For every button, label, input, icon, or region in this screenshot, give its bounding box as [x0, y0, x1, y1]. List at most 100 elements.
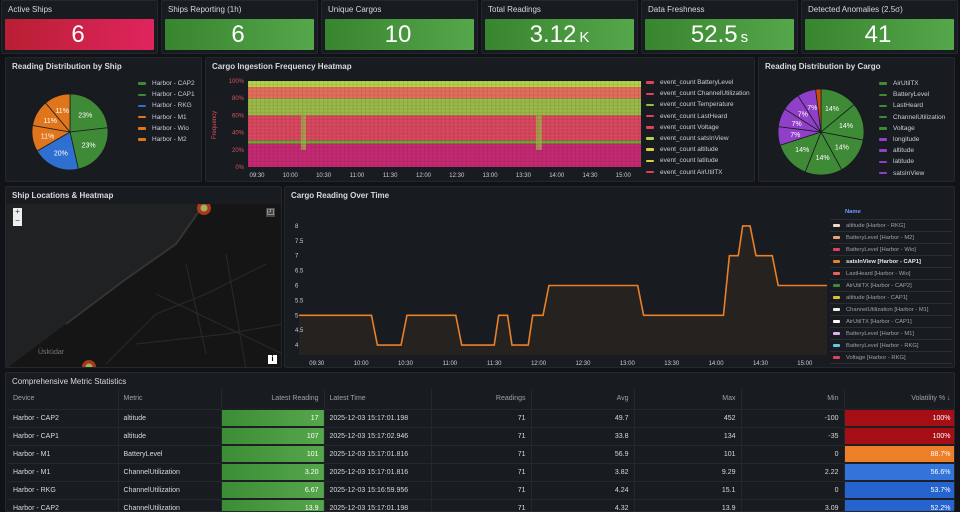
table-row[interactable]: Harbor - M1 BatteryLevel 101 2025-12-03 15:…	[8, 444, 954, 463]
legend-item[interactable]: Harbor - CAP1	[138, 89, 195, 100]
table-cell: 100%	[844, 408, 954, 427]
legend-header-name[interactable]: Name	[845, 209, 861, 215]
info-icon[interactable]: i	[268, 355, 277, 364]
cargo-pie-panel: Reading Distribution by Cargo 14% 14% 14% 1…	[758, 57, 955, 182]
legend-item[interactable]: ChannelUtilization	[879, 112, 945, 123]
table-row[interactable]: Harbor - CAP2 altitude 17 2025-12-03 15:17:…	[8, 408, 954, 427]
legend-item[interactable]: event_count Temperature	[646, 99, 750, 110]
pie-slice-label: 14%	[795, 147, 809, 154]
table-row[interactable]: Harbor - RKG ChannelUtilization 6.67 2025-1…	[8, 480, 954, 499]
legend-item[interactable]: event_count LastHeard	[646, 111, 750, 122]
x-tick-label: 14:30	[582, 173, 598, 179]
legend-item[interactable]: event_count ChannelUtilization	[646, 88, 750, 99]
legend-label: altitude	[893, 147, 914, 155]
column-header[interactable]: Device	[8, 389, 119, 409]
legend-item[interactable]: altitude [Harbor - RKG]	[830, 219, 952, 231]
table-cell: ChannelUtilization	[118, 498, 222, 511]
legend-item[interactable]: ChannelUtilization [Harbor - M1]	[830, 303, 952, 315]
legend-item[interactable]: AirUtilTX [Harbor - CAP2]	[830, 279, 952, 291]
table-cell: 101	[221, 444, 325, 463]
legend-swatch	[646, 137, 654, 140]
zoom-out-button[interactable]: −	[13, 217, 22, 226]
legend-item[interactable]: BatteryLevel [Harbor - Wio]	[830, 243, 952, 255]
legend-item[interactable]: latitude	[879, 156, 945, 167]
column-header[interactable]: Metric	[118, 389, 222, 409]
column-header[interactable]: Latest Reading	[221, 389, 325, 409]
legend-item[interactable]: LastHeard [Harbor - Wio]	[830, 267, 952, 279]
stat-title: Unique Cargos	[328, 5, 382, 14]
column-header[interactable]: Readings	[431, 389, 532, 409]
legend-item[interactable]: Harbor - RKG	[138, 100, 195, 111]
layer-switch-icon[interactable]: ◰	[266, 207, 275, 217]
legend-item[interactable]: AirUtilTX	[879, 78, 945, 89]
legend-item[interactable]: LastHeard	[879, 100, 945, 111]
legend-item[interactable]: event_count satsInView	[646, 133, 750, 144]
x-tick-label: 12:30	[449, 173, 465, 179]
x-tick-label: 14:00	[709, 361, 725, 367]
stat-value: 52.5	[690, 20, 738, 48]
legend-item[interactable]: event_count altitude	[646, 144, 750, 155]
heatmap-legend: event_count BatteryLevel event_count Chan…	[646, 77, 750, 178]
table-row[interactable]: Harbor - CAP2 ChannelUtilization 13.9 2025-…	[8, 498, 954, 511]
table-cell: 4.32	[531, 498, 635, 511]
legend-item[interactable]: event_count BatteryLevel	[646, 77, 750, 88]
legend-item[interactable]: Voltage	[879, 123, 945, 134]
legend-item[interactable]: altitude	[879, 145, 945, 156]
legend-item[interactable]: altitude [Harbor - CAP1]	[830, 291, 952, 303]
legend-label: AirUtilTX [Harbor - CAP1]	[846, 318, 912, 325]
legend-item[interactable]: longitude	[879, 134, 945, 145]
legend-swatch	[646, 170, 654, 174]
zoom-in-button[interactable]: +	[13, 208, 22, 217]
column-header[interactable]: Min	[741, 389, 845, 409]
legend-item[interactable]: BatteryLevel	[879, 89, 945, 100]
heatmap-chart: 0% 20% 40% 60% 80% 100% 09:30 10:00 10:30 11:00 11…	[212, 79, 641, 179]
legend-item[interactable]: Harbor - CAP2	[138, 78, 195, 89]
legend-item[interactable]: BatteryLevel [Harbor - M1]	[830, 327, 952, 339]
legend-label: event_count latitude	[660, 157, 719, 165]
legend-item[interactable]: BatteryLevel [Harbor - M2]	[830, 231, 952, 243]
column-header[interactable]: Avg	[531, 389, 635, 409]
ship-pie-chart: 23% 23% 20% 11% 11% 11%	[31, 93, 109, 171]
legend-item[interactable]: event_count Voltage	[646, 122, 750, 133]
table-cell: Harbor - M1	[8, 462, 119, 481]
table-cell: 49.7	[531, 408, 635, 427]
table-cell: 0	[741, 444, 845, 463]
legend-swatch	[879, 115, 887, 119]
stat-value: 6	[71, 20, 85, 48]
legend-item[interactable]: AirUtilTX [Harbor - CAP1]	[830, 315, 952, 327]
x-tick-label: 13:00	[483, 173, 499, 179]
legend-item[interactable]: BatteryLevel [Harbor - RKG]	[830, 339, 952, 351]
timeseries-legend: Name altitude [Harbor - RKG] BatteryLevel…	[830, 207, 952, 367]
table-cell: 452	[634, 408, 742, 427]
legend-item[interactable]: event_count latitude	[646, 155, 750, 166]
pie-slice-label: 11%	[44, 118, 58, 125]
column-header[interactable]: Volatility % ↓	[844, 389, 954, 409]
column-header[interactable]: Latest Time	[324, 389, 432, 409]
legend-swatch	[833, 320, 840, 323]
legend-label: event_count satsInView	[660, 135, 729, 143]
y-tick-label: 60%	[232, 113, 245, 119]
legend-label: Temperature [Harbor - CAP1]	[846, 367, 921, 368]
legend-swatch	[646, 126, 654, 129]
pie-slice	[36, 131, 79, 171]
table-cell: Harbor - CAP2	[8, 498, 119, 511]
legend-label: Harbor - M2	[152, 136, 187, 144]
legend-label: Voltage [Harbor - RKG]	[846, 354, 906, 361]
legend-label: Harbor - RKG	[152, 102, 192, 110]
column-header[interactable]: Max	[634, 389, 742, 409]
map-canvas[interactable]: Üsküdar	[6, 204, 282, 368]
legend-item[interactable]: Temperature [Harbor - CAP1]	[830, 363, 952, 367]
table-cell: -100	[741, 408, 845, 427]
legend-item[interactable]: Voltage [Harbor - RKG]	[830, 351, 952, 363]
y-tick-label: 20%	[232, 148, 245, 154]
legend-item[interactable]: Harbor - M2	[138, 134, 195, 145]
legend-item[interactable]: Harbor - M1	[138, 112, 195, 123]
legend-item[interactable]: Harbor - Wio	[138, 123, 195, 134]
legend-item[interactable]: satsInView [Harbor - CAP1]	[830, 255, 952, 267]
table-row[interactable]: Harbor - M1 ChannelUtilization 3.20 2025-12…	[8, 462, 954, 481]
legend-item[interactable]: event_count AirUtilTX	[646, 167, 750, 178]
y-tick-label: 80%	[232, 96, 245, 102]
table-row[interactable]: Harbor - CAP1 altitude 107 2025-12-03 15:17…	[8, 426, 954, 445]
legend-item[interactable]: satsInView	[879, 168, 945, 179]
stat-title: Total Readings	[488, 5, 541, 14]
